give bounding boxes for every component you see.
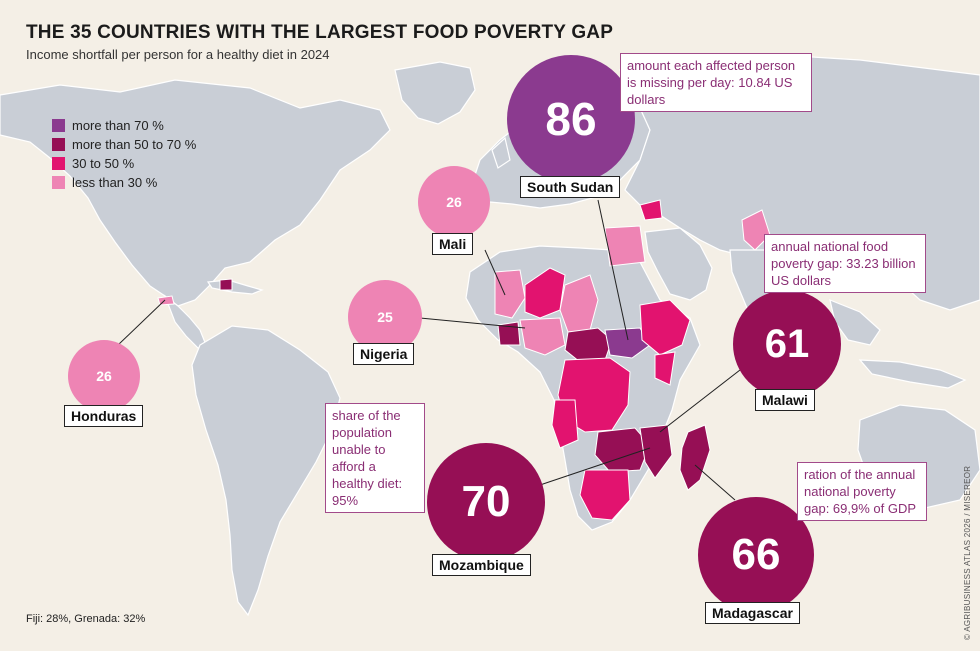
map-subtitle: Income shortfall per person for a health… xyxy=(26,47,330,62)
bubble-nigeria: 25 xyxy=(348,280,422,354)
label-mali: Mali xyxy=(432,233,474,255)
note-south-sudan: amount each affected person is missing p… xyxy=(620,53,812,112)
note-madagascar: ration of the annual national poverty ga… xyxy=(797,462,927,521)
legend-item-less-than-30: less than 30 % xyxy=(52,173,196,192)
bubble-value: 26 xyxy=(446,194,462,210)
bubble-mozambique: 70 xyxy=(427,443,545,561)
bubble-south-sudan: 86 xyxy=(507,55,635,183)
label-mozambique: Mozambique xyxy=(432,554,531,576)
bubble-value: 86 xyxy=(545,93,597,145)
bubble-value: 61 xyxy=(764,321,810,366)
legend-item-more-than-70: more than 70 % xyxy=(52,116,196,135)
legend-swatch xyxy=(52,138,65,151)
legend-label: 30 to 50 % xyxy=(72,156,135,171)
legend-item-50-to-70: more than 50 to 70 % xyxy=(52,135,196,154)
legend-item-30-to-50: 30 to 50 % xyxy=(52,154,196,173)
legend-label: more than 50 to 70 % xyxy=(72,137,197,152)
bubble-mali: 26 xyxy=(418,166,490,238)
legend-label: more than 70 % xyxy=(72,118,164,133)
bubble-honduras: 26 xyxy=(68,340,140,412)
footnote: Fiji: 28%, Grenada: 32% xyxy=(26,613,146,625)
legend-swatch xyxy=(52,157,65,170)
leader-lines xyxy=(117,199,741,501)
note-malawi: annual national food poverty gap: 33.23 … xyxy=(764,234,926,293)
note-mozambique: share of the population unable to afford… xyxy=(325,403,425,513)
highlighted-countries xyxy=(157,199,771,521)
bubble-madagascar: 66 xyxy=(698,497,814,613)
legend: more than 70 % more than 50 to 70 % 30 t… xyxy=(52,116,196,192)
bubble-value: 66 xyxy=(731,530,781,579)
legend-swatch xyxy=(52,119,65,132)
legend-label: less than 30 % xyxy=(72,175,158,190)
label-nigeria: Nigeria xyxy=(353,343,415,365)
legend-swatch xyxy=(52,176,65,189)
credit: © AGRIBUSINESS ATLAS 2026 / MISEREOR xyxy=(963,465,972,640)
map-title: THE 35 COUNTRIES WITH THE LARGEST FOOD P… xyxy=(26,22,614,43)
label-south-sudan: South Sudan xyxy=(520,176,621,198)
bubble-malawi: 61 xyxy=(733,290,841,398)
bubble-value: 70 xyxy=(461,477,511,526)
label-honduras: Honduras xyxy=(64,405,144,427)
label-malawi: Malawi xyxy=(755,389,815,411)
bubble-value: 26 xyxy=(96,368,112,384)
label-madagascar: Madagascar xyxy=(705,602,800,624)
bubble-value: 25 xyxy=(377,309,393,325)
